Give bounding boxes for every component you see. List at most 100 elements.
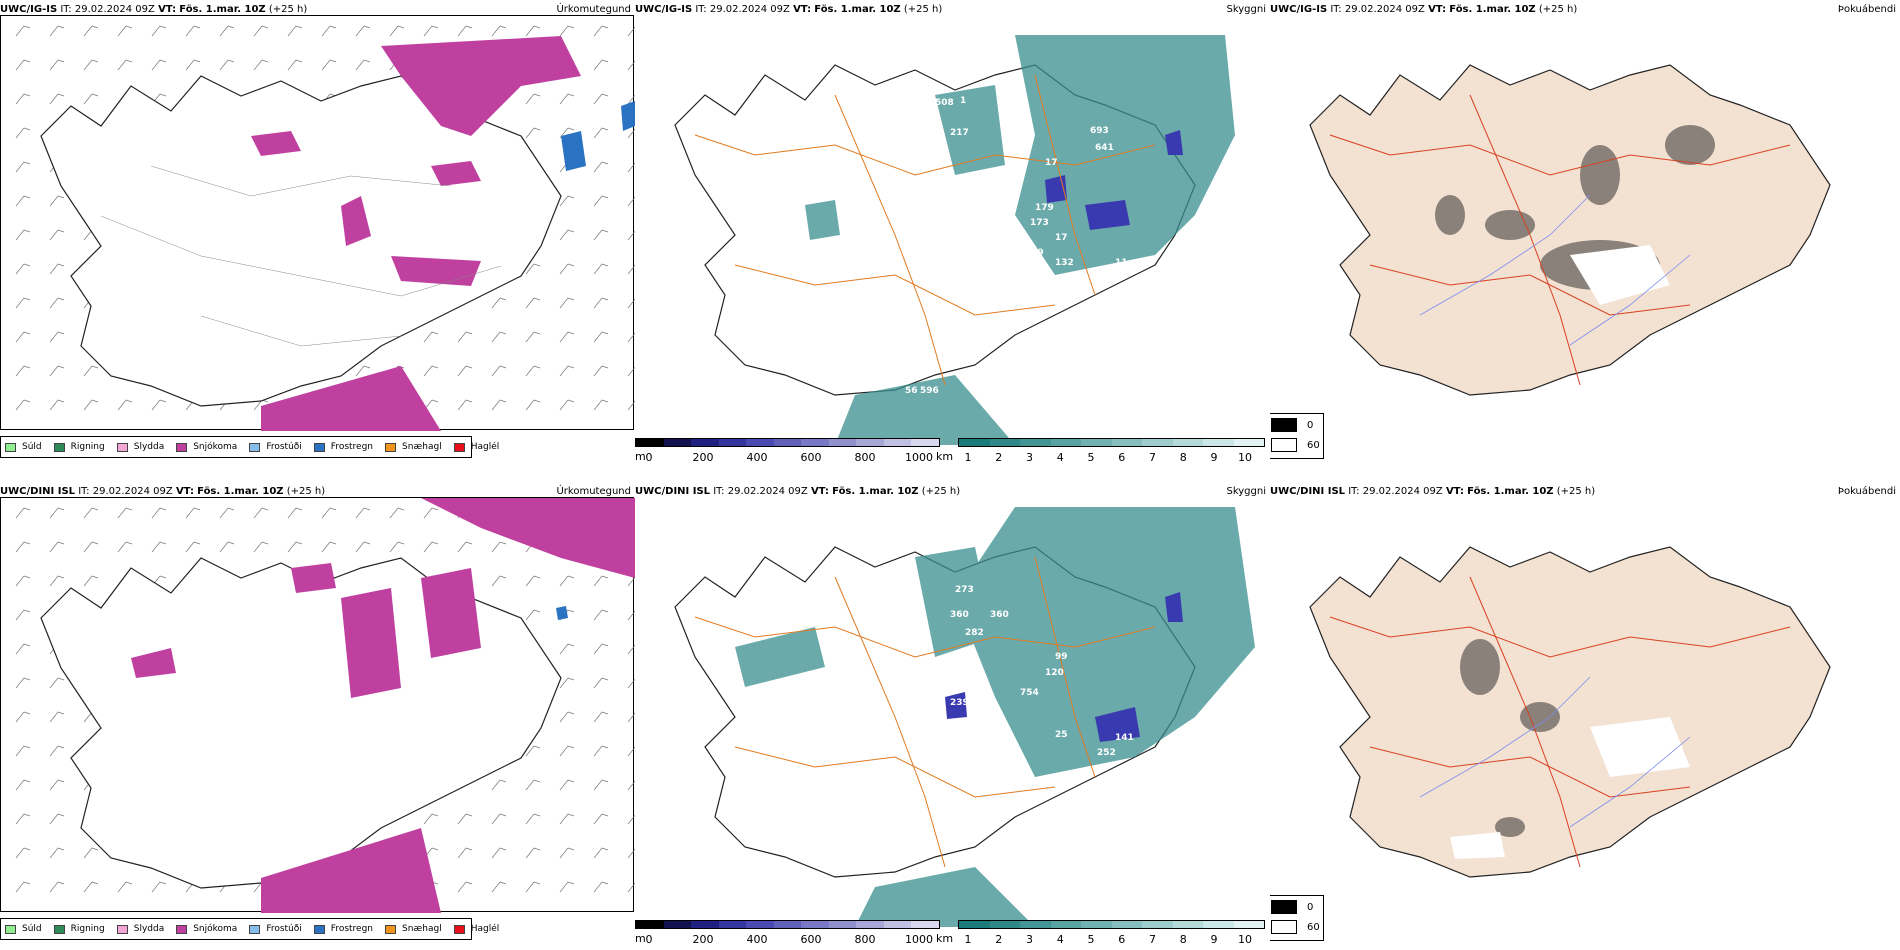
tick-label: 0 bbox=[645, 933, 653, 946]
tick-label: 9 bbox=[1210, 451, 1218, 464]
tick-label: 800 bbox=[854, 933, 876, 946]
map-label: 179 bbox=[1035, 203, 1054, 213]
forecast-header: UWC/IG-IS IT: 29.02.2024 09Z VT: Fös. 1.… bbox=[1270, 4, 1578, 15]
tick-label: 400 bbox=[746, 933, 768, 946]
panel-precip-type-row2: UWC/DINI ISL IT: 29.02.2024 09Z VT: Fös.… bbox=[0, 482, 635, 950]
tick-label: 4 bbox=[1056, 451, 1064, 464]
map-label: 641 bbox=[1095, 143, 1114, 153]
map-label: 56 bbox=[905, 386, 918, 396]
panel-visibility-row1: UWC/IG-IS IT: 29.02.2024 09Z VT: Fös. 1.… bbox=[635, 0, 1270, 468]
panel-title: Skyggni bbox=[1226, 4, 1266, 15]
colorbar-ramp bbox=[635, 920, 940, 929]
iceland-coastline bbox=[40, 557, 562, 889]
tick-label: 4 bbox=[1056, 933, 1064, 946]
legend-item: Frostúði bbox=[249, 924, 302, 934]
forecast-header: UWC/DINI ISL IT: 29.02.2024 09Z VT: Fös.… bbox=[1270, 486, 1596, 497]
map-frame bbox=[0, 497, 635, 913]
map-label: 360 bbox=[990, 610, 1009, 620]
road-network bbox=[1329, 576, 1791, 868]
tick-label: 10 bbox=[1238, 933, 1252, 946]
colorbar-ramp bbox=[958, 438, 1265, 447]
visibility-areas bbox=[735, 507, 1255, 927]
iceland-map-precip bbox=[15, 25, 635, 431]
iceland-map-precip bbox=[15, 498, 635, 913]
map-label: 211 bbox=[900, 233, 919, 243]
map-label: 17 bbox=[1055, 233, 1068, 243]
tick-label: 3 bbox=[1025, 451, 1033, 464]
forecast-header: UWC/DINI ISL IT: 29.02.2024 09Z VT: Fös.… bbox=[635, 486, 961, 497]
ceiling-colorbar: m 0 200 400 600 800 1000 bbox=[635, 920, 940, 950]
map-label: 508 bbox=[935, 98, 954, 108]
tick-label: 2 bbox=[995, 451, 1003, 464]
map-label: 1 bbox=[960, 96, 966, 106]
tick-label: 6 bbox=[1118, 451, 1126, 464]
rivers bbox=[1419, 676, 1691, 828]
road-network bbox=[1329, 94, 1791, 386]
legend-item: Snæhagl bbox=[385, 924, 442, 934]
iceland-map-visibility: 508 1 217 158 693 641 17 179 173 17 200 … bbox=[674, 35, 1235, 445]
map-label: 99 bbox=[1055, 652, 1068, 662]
visibility-colorbar: km 1 2 3 4 5 6 7 8 9 10 bbox=[936, 438, 1265, 468]
tick-label: 5 bbox=[1087, 451, 1095, 464]
map-label: 273 bbox=[955, 585, 974, 595]
legend-item: Haglél bbox=[453, 442, 499, 452]
tick-label: 2 bbox=[995, 933, 1003, 946]
map-label: 173 bbox=[1030, 218, 1049, 228]
tick-label: 0 bbox=[645, 451, 653, 464]
map-label: 217 bbox=[950, 128, 969, 138]
map-frame bbox=[0, 15, 635, 431]
panel-title: Úrkomutegund bbox=[556, 4, 631, 15]
snow-areas bbox=[251, 36, 581, 431]
fog-index-legend: 0 60 bbox=[1270, 895, 1324, 941]
forecast-header: UWC/DINI ISL IT: 29.02.2024 09Z VT: Fös.… bbox=[0, 486, 326, 497]
tick-label: 1000 bbox=[905, 451, 933, 464]
ceiling-colorbar: m 0 200 400 600 800 1000 bbox=[635, 438, 940, 468]
legend-item: 0 bbox=[1271, 418, 1313, 432]
map-label: 25 bbox=[1055, 730, 1068, 740]
tick-label: 10 bbox=[1238, 451, 1252, 464]
map-label: 158 bbox=[970, 178, 989, 188]
iceland-map-visibility: 273 360 360 282 99 120 754 239 350 141 2… bbox=[674, 507, 1255, 927]
panel-title: Þokuábendi bbox=[1837, 486, 1896, 497]
legend-item: 0 bbox=[1271, 900, 1313, 914]
legend-item: Rigning bbox=[53, 442, 105, 452]
forecast-header: UWC/IG-IS IT: 29.02.2024 09Z VT: Fös. 1.… bbox=[635, 4, 943, 15]
snow-areas bbox=[131, 498, 635, 913]
panel-fog-index-row2: UWC/DINI ISL IT: 29.02.2024 09Z VT: Fös.… bbox=[1270, 482, 1900, 950]
map-label: 227 bbox=[995, 248, 1014, 258]
iceland-map-fog bbox=[1309, 546, 1831, 878]
map-label: 239 bbox=[950, 698, 969, 708]
map-label: 252 bbox=[1097, 748, 1116, 758]
tick-label: 6 bbox=[1118, 933, 1126, 946]
map-label: 17 bbox=[1045, 158, 1058, 168]
legend-item: Snjókoma bbox=[176, 442, 237, 452]
freezing-rain-areas bbox=[556, 606, 568, 620]
tick-label: 8 bbox=[1179, 933, 1187, 946]
map-label: 693 bbox=[1090, 126, 1109, 136]
colorbar-ramp bbox=[958, 920, 1265, 929]
precip-type-legend: Súld Rigning Slydda Snjókoma Frostúði Fr… bbox=[0, 436, 499, 458]
panel-title: Þokuábendi bbox=[1837, 4, 1896, 15]
panel-visibility-row2: UWC/DINI ISL IT: 29.02.2024 09Z VT: Fös.… bbox=[635, 482, 1270, 950]
map-label: 120 bbox=[1045, 668, 1064, 678]
map-label: 282 bbox=[965, 628, 984, 638]
tick-label: 1000 bbox=[905, 933, 933, 946]
panel-precip-type-row1: UWC/IG-IS IT: 29.02.2024 09Z VT: Fös. 1.… bbox=[0, 0, 635, 468]
legend-item: Slydda bbox=[116, 442, 164, 452]
tick-label: 1 bbox=[964, 933, 972, 946]
map-label: 360 bbox=[950, 610, 969, 620]
map-label: 754 bbox=[1020, 688, 1039, 698]
map-label: 389 bbox=[1025, 248, 1044, 258]
ceiling-areas bbox=[945, 592, 1183, 742]
tick-label: 7 bbox=[1148, 933, 1156, 946]
legend-item: Súld bbox=[5, 924, 42, 934]
glacier-white bbox=[1570, 245, 1670, 305]
tick-label: 200 bbox=[692, 451, 714, 464]
panel-title: Skyggni bbox=[1226, 486, 1266, 497]
legend-item: 60 bbox=[1271, 438, 1320, 452]
rivers bbox=[1419, 194, 1691, 346]
tick-label: 600 bbox=[800, 451, 822, 464]
colorbar-unit: m bbox=[635, 450, 646, 463]
legend-item: Súld bbox=[5, 442, 42, 452]
tick-label: 400 bbox=[746, 451, 768, 464]
